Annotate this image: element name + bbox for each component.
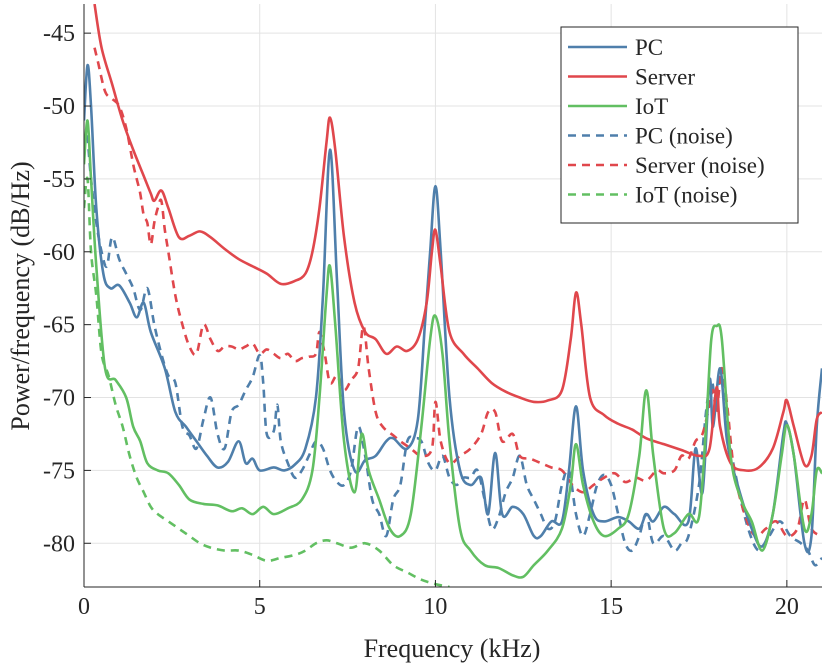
legend-box — [560, 26, 799, 224]
x-tick-label: 10 — [423, 594, 447, 620]
y-tick-label: -55 — [43, 167, 75, 193]
x-tick-label: 5 — [254, 594, 266, 620]
y-tick-label: -45 — [43, 21, 75, 47]
y-tick-label: -80 — [43, 531, 75, 557]
series-line-iot — [84, 119, 822, 579]
series-layer — [84, 4, 822, 587]
legend-label-pc: PC — [635, 35, 663, 60]
y-tick-label: -50 — [43, 94, 75, 120]
legend-label-pc-noise: PC (noise) — [635, 124, 733, 149]
x-tick-label: 20 — [775, 594, 799, 620]
legend-label-iot: IoT — [635, 94, 668, 119]
series-line-iot-noise — [84, 176, 450, 587]
y-tick-label: -70 — [43, 386, 75, 412]
legend: PC Server IoT PC (noise) Server (noise) IoT (… — [560, 26, 799, 224]
legend-label-iot-noise: IoT (noise) — [635, 183, 737, 208]
legend-label-server: Server — [635, 65, 695, 90]
legend-label-server-noise: Server (noise) — [635, 153, 765, 178]
y-axis-label: Power/frequency (dB/Hz) — [6, 161, 35, 430]
y-tick-label: -65 — [43, 313, 75, 339]
x-axis-label: Frequency (kHz) — [364, 634, 541, 663]
x-tick-label: 15 — [599, 594, 623, 620]
x-tick-label: 0 — [78, 594, 90, 620]
y-tick-label: -75 — [43, 458, 75, 484]
y-tick-label: -60 — [43, 240, 75, 266]
series-line-server — [93, 4, 822, 473]
axes-layer: 0 5 10 15 20 -80 -75 -70 -65 -60 -55 -50 -45 — [43, 4, 822, 620]
series-line-pc-noise — [86, 135, 822, 567]
series-line-server-noise — [93, 47, 822, 538]
